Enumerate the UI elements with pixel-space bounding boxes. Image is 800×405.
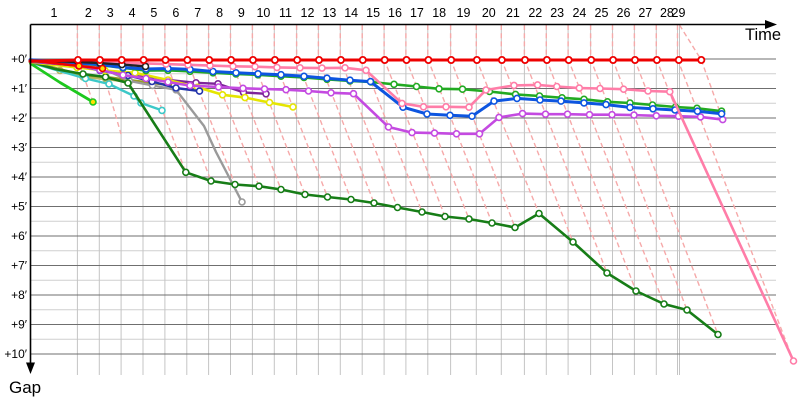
svg-text:29: 29 bbox=[672, 6, 686, 20]
svg-text:12: 12 bbox=[301, 6, 315, 20]
svg-text:+6′: +6′ bbox=[11, 229, 28, 243]
svg-text:10: 10 bbox=[256, 6, 270, 20]
svg-text:24: 24 bbox=[572, 6, 586, 20]
svg-text:20: 20 bbox=[482, 6, 496, 20]
svg-text:21: 21 bbox=[506, 6, 520, 20]
svg-text:Gap: Gap bbox=[9, 378, 41, 397]
svg-text:6: 6 bbox=[172, 6, 179, 20]
svg-text:9: 9 bbox=[238, 6, 245, 20]
svg-text:15: 15 bbox=[366, 6, 380, 20]
svg-text:13: 13 bbox=[322, 6, 336, 20]
svg-text:+9′: +9′ bbox=[11, 318, 28, 332]
svg-text:28: 28 bbox=[660, 6, 674, 20]
svg-text:+10′: +10′ bbox=[4, 347, 27, 361]
svg-text:5: 5 bbox=[150, 6, 157, 20]
svg-text:2: 2 bbox=[85, 6, 92, 20]
svg-text:7: 7 bbox=[194, 6, 201, 20]
svg-text:+2′: +2′ bbox=[11, 111, 28, 125]
svg-text:+4′: +4′ bbox=[11, 170, 28, 184]
svg-text:+8′: +8′ bbox=[11, 288, 28, 302]
svg-text:27: 27 bbox=[638, 6, 652, 20]
svg-text:18: 18 bbox=[432, 6, 446, 20]
svg-text:25: 25 bbox=[595, 6, 609, 20]
svg-text:+1′: +1′ bbox=[11, 82, 28, 96]
svg-text:26: 26 bbox=[617, 6, 631, 20]
svg-text:22: 22 bbox=[528, 6, 542, 20]
svg-text:23: 23 bbox=[550, 6, 564, 20]
svg-text:8: 8 bbox=[216, 6, 223, 20]
svg-text:+0′: +0′ bbox=[11, 52, 28, 66]
svg-text:11: 11 bbox=[279, 6, 292, 20]
svg-text:3: 3 bbox=[107, 6, 114, 20]
svg-text:+5′: +5′ bbox=[11, 200, 28, 214]
svg-text:14: 14 bbox=[344, 6, 358, 20]
svg-text:4: 4 bbox=[129, 6, 136, 20]
svg-text:16: 16 bbox=[388, 6, 402, 20]
svg-text:17: 17 bbox=[410, 6, 424, 20]
svg-text:+7′: +7′ bbox=[11, 259, 28, 273]
svg-text:+3′: +3′ bbox=[11, 141, 28, 155]
svg-text:1: 1 bbox=[51, 6, 58, 20]
svg-text:Time: Time bbox=[745, 26, 781, 44]
svg-text:19: 19 bbox=[457, 6, 471, 20]
